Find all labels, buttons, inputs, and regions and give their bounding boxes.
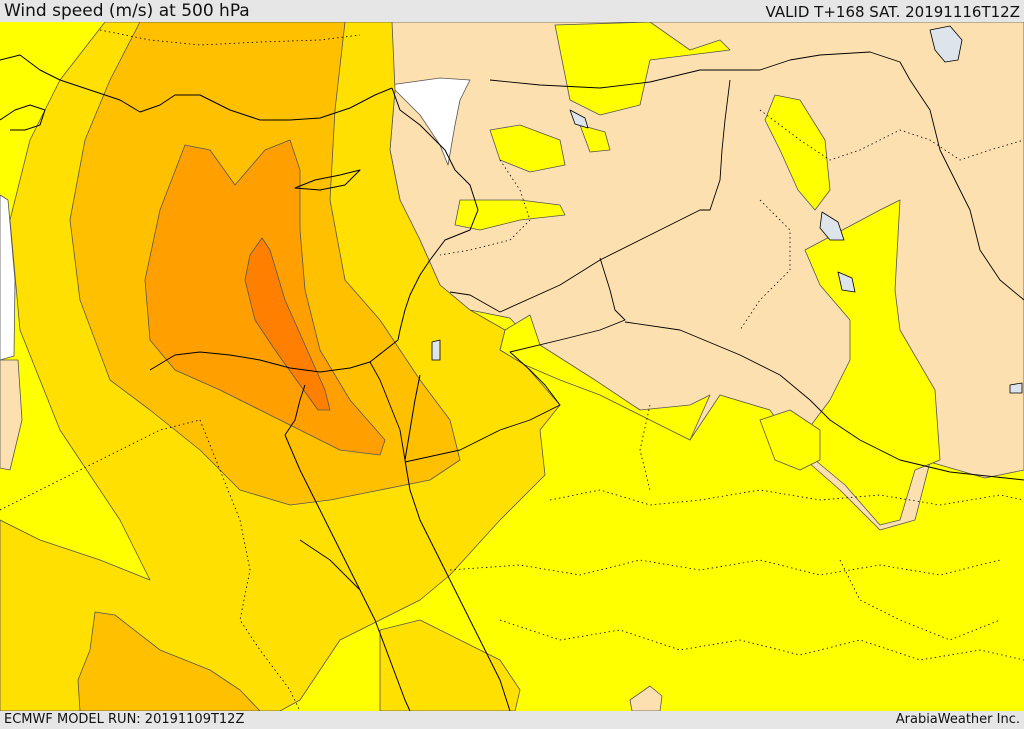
lake-small [569, 109, 589, 129]
border-jordan-saudi [404, 257, 626, 463]
title-bar: Wind speed (m/s) at 500 hPa VALID T+168 … [0, 0, 1024, 22]
coastline-turkey [0, 54, 393, 121]
lake-east-1 [819, 211, 845, 241]
coastline-gulf-of-aqaba [404, 374, 421, 461]
wind-pocket-se [759, 409, 821, 471]
model-run-label: ECMWF MODEL RUN: 20191109T12Z [4, 712, 245, 727]
unshaded-sea-west [0, 194, 16, 361]
low-wind-region-south [629, 685, 663, 711]
wind-pocket-e1 [764, 94, 831, 211]
coastline-gulf-of-suez [284, 384, 306, 436]
lake-east-2 [837, 271, 856, 293]
border-iraq-jordan [449, 79, 731, 313]
border-syria-iraq [489, 51, 1024, 301]
admin-boundary-4 [549, 489, 1024, 506]
coastline-aegean [0, 104, 46, 131]
wind-speed-map [0, 22, 1024, 711]
admin-boundary-10 [639, 404, 651, 491]
coastline-cyprus [294, 169, 361, 191]
map-title: Wind speed (m/s) at 500 hPa [4, 1, 250, 21]
footer-bar: ECMWF MODEL RUN: 20191109T12Z ArabiaWeat… [0, 711, 1024, 729]
admin-boundary-1 [439, 159, 531, 256]
wind-level-2-south [379, 619, 521, 711]
lake-far-east [1009, 382, 1023, 394]
low-wind-region-west-strip [0, 359, 23, 471]
wind-pocket-w1 [454, 199, 566, 231]
admin-boundary-6 [499, 619, 1024, 661]
admin-boundary-2 [759, 109, 1024, 161]
wind-level-5-core [244, 237, 331, 411]
wind-pocket-sw [499, 314, 711, 441]
unshaded-sea [389, 77, 471, 166]
coastline-red-sea-west [284, 434, 411, 711]
admin-boundary-5 [449, 559, 1001, 576]
admin-boundary-7 [0, 419, 201, 511]
border-egypt-israel [369, 361, 406, 461]
wind-pocket-n3 [579, 124, 611, 153]
coastline-red-sea-east [404, 459, 511, 711]
wind-pocket-e2 [799, 199, 941, 526]
border-saudi-iraq [624, 321, 1024, 481]
credit-label: ArabiaWeather Inc. [895, 712, 1020, 727]
coastline-egypt-north [149, 339, 399, 373]
coastline-levant [391, 87, 479, 341]
wind-pocket-n1 [554, 22, 731, 116]
admin-boundary-9 [99, 29, 361, 46]
border-egypt-sudan [299, 539, 361, 591]
lake-north-1 [929, 25, 963, 63]
valid-time-label: VALID T+168 SAT. 20191116T12Z [765, 3, 1020, 21]
admin-boundary-3 [739, 199, 791, 331]
lake-dead-sea [431, 339, 441, 361]
wind-level-3-southwest [77, 611, 261, 711]
